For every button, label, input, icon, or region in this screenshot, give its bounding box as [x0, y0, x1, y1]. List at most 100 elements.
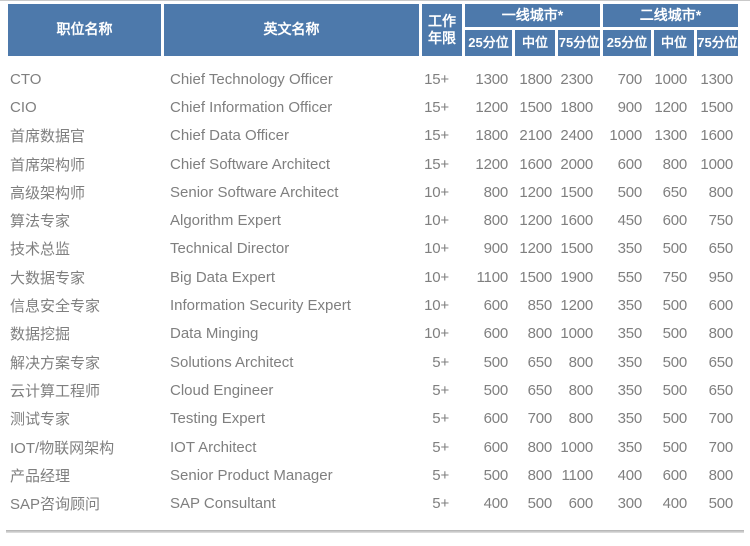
job-title-cn-cell: SAP咨询顾问 [10, 496, 101, 514]
header-experience-line1: 工作 [428, 12, 456, 29]
header-experience-line2: 年限 [428, 30, 456, 46]
tier1-p25-cell: 800 [483, 212, 509, 230]
experience-cell: 15+ [424, 98, 449, 116]
tier1-median-cell: 650 [527, 353, 553, 371]
tier2-median-cell: 500 [662, 353, 688, 371]
tier1-p25-cell: 1200 [475, 155, 508, 173]
tier2-median-cell: 650 [662, 183, 688, 201]
job-title-cn-cell: 大数据专家 [10, 269, 86, 287]
job-title-cn-cell: 产品经理 [10, 467, 71, 485]
tier2-p25-cell: 350 [617, 438, 643, 456]
job-title-cn-cell: IOT/物联网架构 [10, 439, 115, 457]
job-title-cn-cell: 首席架构师 [10, 156, 86, 174]
tier2-p25-cell: 350 [617, 297, 643, 315]
tier1-p75-cell: 1500 [560, 183, 593, 201]
table-body: CTO Chief Technology Officer 15+ 1300 1800 23… [8, 56, 738, 518]
job-title-cn-cell: CIO [10, 98, 37, 116]
tier1-median-cell: 2100 [519, 127, 552, 145]
table-row: 测试专家 Testing Expert 5+ 600 700 800 350 500 700 [8, 405, 738, 433]
table-row: 云计算工程师 Cloud Engineer 5+ 500 650 800 350 500 650 [8, 376, 738, 404]
tier2-p75-cell: 700 [708, 438, 734, 456]
header-tier2-p25: 25分位 [603, 30, 651, 56]
job-title-en-cell: Algorithm Expert [170, 212, 281, 230]
job-title-en-cell: Information Security Expert [170, 297, 351, 315]
tier1-p75-cell: 1600 [560, 212, 593, 230]
table-row: CIO Chief Information Officer 15+ 1200 1500 1… [8, 93, 738, 121]
tier2-p25-cell: 700 [617, 70, 643, 88]
header-tier2-p75: 75分位 [697, 30, 738, 56]
table-row: 算法专家 Algorithm Expert 10+ 800 1200 1600 450 600… [8, 206, 738, 234]
table-row: IOT/物联网架构 IOT Architect 5+ 600 800 1000 350 500… [8, 433, 738, 461]
tier2-median-cell: 500 [662, 325, 688, 343]
tier1-median-cell: 1200 [519, 240, 552, 258]
experience-cell: 10+ [424, 240, 449, 258]
tier2-median-cell: 1000 [654, 70, 687, 88]
tier1-p75-cell: 1000 [560, 438, 593, 456]
bottom-border-line [6, 530, 744, 533]
tier1-p25-cell: 600 [483, 410, 509, 428]
tier2-p75-cell: 800 [708, 325, 734, 343]
tier2-p75-cell: 1300 [700, 70, 733, 88]
tier2-median-cell: 750 [662, 268, 688, 286]
table-row: 解决方案专家 Solutions Architect 5+ 500 650 800 350 5… [8, 348, 738, 376]
tier1-p75-cell: 2300 [560, 70, 593, 88]
experience-cell: 5+ [432, 410, 449, 428]
tier2-p25-cell: 450 [617, 212, 643, 230]
job-title-cn-cell: CTO [10, 70, 42, 88]
header-tier1-p75: 75分位 [558, 30, 600, 56]
tier2-median-cell: 600 [662, 212, 688, 230]
job-title-en-cell: Chief Technology Officer [170, 70, 333, 88]
tier1-median-cell: 650 [527, 381, 553, 399]
job-title-en-cell: Cloud Engineer [170, 381, 274, 399]
tier2-p75-cell: 800 [708, 466, 734, 484]
tier2-p75-cell: 650 [708, 353, 734, 371]
tier2-p75-cell: 1600 [700, 127, 733, 145]
tier2-p75-cell: 500 [708, 495, 734, 513]
table-row: CTO Chief Technology Officer 15+ 1300 1800 23… [8, 56, 738, 93]
table-row: 首席架构师 Chief Software Architect 15+ 1200 1600… [8, 150, 738, 178]
tier2-p25-cell: 600 [617, 155, 643, 173]
tier2-median-cell: 800 [662, 155, 688, 173]
tier1-p25-cell: 500 [483, 466, 509, 484]
tier1-p75-cell: 1900 [560, 268, 593, 286]
job-title-en-cell: Chief Data Officer [170, 127, 289, 145]
tier1-median-cell: 1600 [519, 155, 552, 173]
tier1-p25-cell: 1200 [475, 98, 508, 116]
tier1-p75-cell: 1800 [560, 98, 593, 116]
tier2-median-cell: 500 [662, 438, 688, 456]
tier2-median-cell: 500 [662, 297, 688, 315]
experience-cell: 15+ [424, 127, 449, 145]
job-title-en-cell: Senior Software Architect [170, 183, 339, 201]
header-job-title-en: 英文名称 [164, 4, 419, 56]
tier1-p25-cell: 400 [483, 495, 509, 513]
experience-cell: 5+ [432, 466, 449, 484]
header-experience: 工作 年限 [422, 4, 462, 56]
job-title-cn-cell: 首席数据官 [10, 128, 86, 146]
tier2-p25-cell: 350 [617, 381, 643, 399]
table-row: 产品经理 Senior Product Manager 5+ 500 800 1100 40… [8, 461, 738, 489]
table-header: 职位名称 英文名称 工作 年限 一线城市* 二线城市* 25分位 中位 75分位… [8, 4, 738, 56]
tier1-p25-cell: 600 [483, 438, 509, 456]
header-tier1-p25: 25分位 [465, 30, 512, 56]
tier1-p25-cell: 1800 [475, 127, 508, 145]
salary-table: 职位名称 英文名称 工作 年限 一线城市* 二线城市* 25分位 中位 75分位… [5, 4, 741, 518]
tier2-p75-cell: 800 [708, 183, 734, 201]
tier1-median-cell: 800 [527, 466, 553, 484]
tier1-median-cell: 500 [527, 495, 553, 513]
tier2-p75-cell: 750 [708, 212, 734, 230]
tier2-p75-cell: 950 [708, 268, 734, 286]
tier1-p25-cell: 500 [483, 381, 509, 399]
table-row: 技术总监 Technical Director 10+ 900 1200 1500 350 5… [8, 235, 738, 263]
tier1-p75-cell: 1000 [560, 325, 593, 343]
job-title-en-cell: Chief Information Officer [170, 98, 333, 116]
job-title-cn-cell: 测试专家 [10, 411, 71, 429]
table-row: 大数据专家 Big Data Expert 10+ 1100 1500 1900 550 75… [8, 263, 738, 291]
job-title-en-cell: IOT Architect [170, 438, 257, 456]
tier2-p25-cell: 900 [617, 98, 643, 116]
tier2-p25-cell: 500 [617, 183, 643, 201]
header-tier2-median: 中位 [654, 30, 694, 56]
tier2-median-cell: 1300 [654, 127, 687, 145]
job-title-en-cell: Senior Product Manager [170, 466, 333, 484]
experience-cell: 15+ [424, 70, 449, 88]
